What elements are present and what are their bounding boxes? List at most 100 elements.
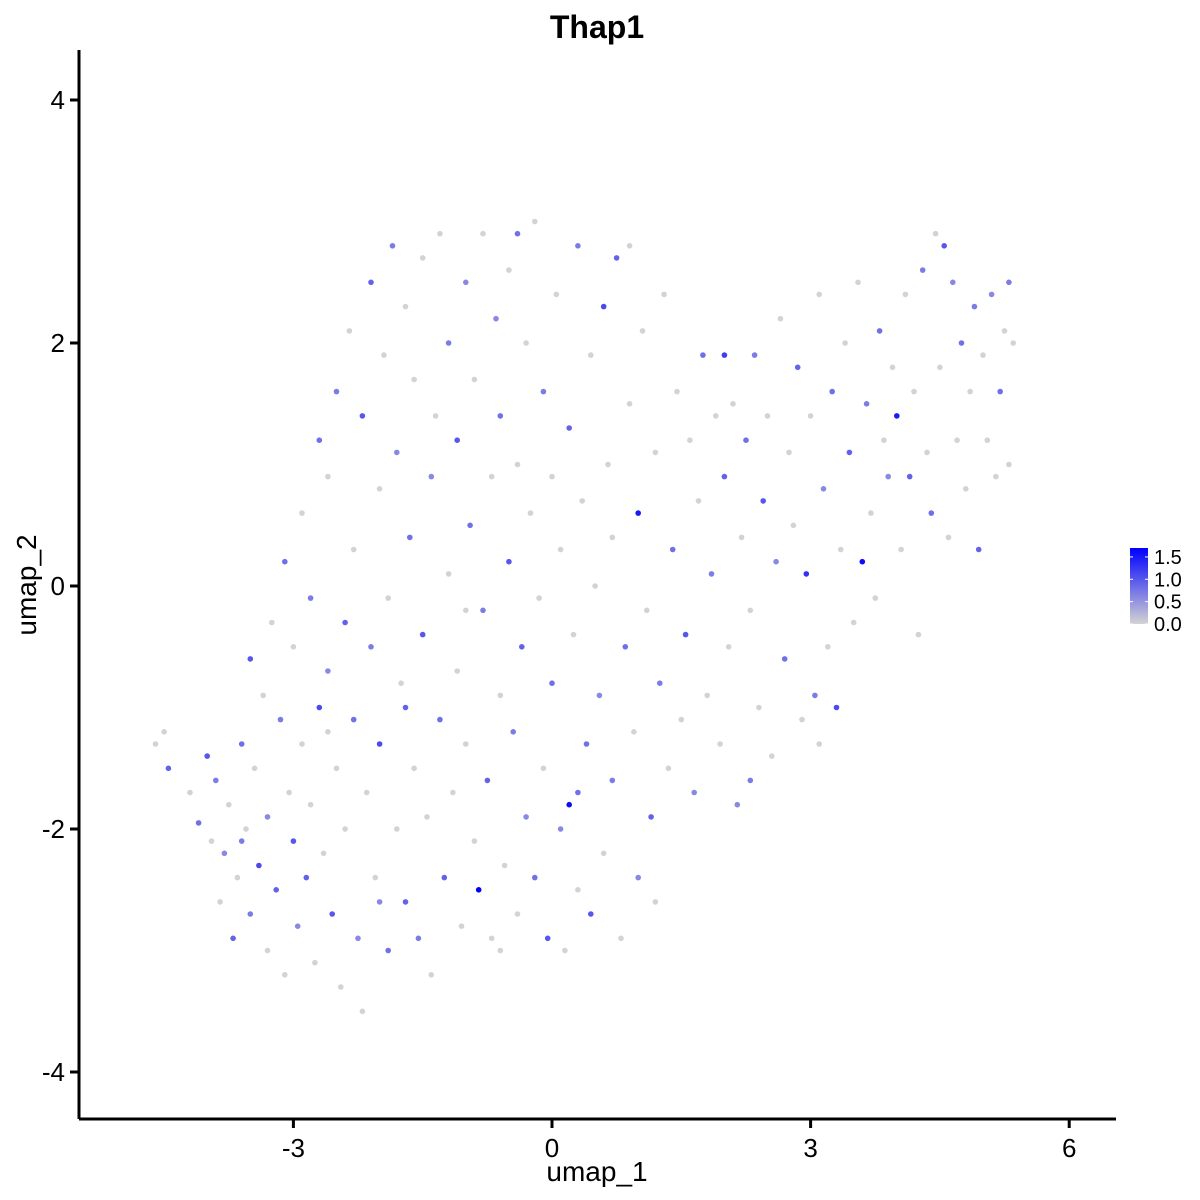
data-point xyxy=(859,558,866,565)
data-point xyxy=(773,558,779,565)
data-point xyxy=(954,437,960,444)
data-point xyxy=(325,473,331,480)
data-point xyxy=(350,546,357,553)
data-point xyxy=(234,874,241,881)
data-point xyxy=(536,595,542,601)
data-point xyxy=(307,801,314,808)
data-point xyxy=(238,838,245,844)
data-point xyxy=(764,413,771,419)
data-point xyxy=(251,765,258,772)
data-point xyxy=(204,753,210,759)
data-point xyxy=(463,741,469,747)
data-point xyxy=(269,619,275,626)
data-point xyxy=(691,789,697,796)
data-point xyxy=(527,510,534,516)
data-point xyxy=(437,716,443,723)
data-point xyxy=(450,789,456,796)
data-point xyxy=(376,741,383,747)
data-point xyxy=(342,826,348,832)
data-point xyxy=(497,413,504,419)
data-point xyxy=(588,352,594,358)
data-point xyxy=(760,498,766,504)
data-point xyxy=(437,230,443,237)
data-point xyxy=(463,279,469,286)
data-point xyxy=(394,826,400,832)
data-point xyxy=(264,947,271,954)
data-point xyxy=(657,680,663,686)
data-point xyxy=(243,826,249,832)
data-point xyxy=(842,340,848,346)
data-point xyxy=(794,364,801,371)
data-point xyxy=(303,874,310,881)
y-tick-label: -2 xyxy=(42,814,65,844)
data-point xyxy=(644,607,650,614)
data-point xyxy=(872,595,879,601)
data-point xyxy=(195,820,202,826)
data-point xyxy=(432,413,439,419)
data-point xyxy=(514,911,521,917)
data-point xyxy=(803,571,810,577)
data-point xyxy=(781,656,788,662)
data-point xyxy=(894,413,900,419)
data-point xyxy=(411,376,417,383)
data-point xyxy=(605,461,611,468)
data-point xyxy=(609,534,616,541)
data-point xyxy=(915,631,922,638)
data-point xyxy=(540,388,547,395)
data-point xyxy=(687,437,693,444)
data-point xyxy=(562,947,568,954)
data-point xyxy=(475,887,482,893)
data-point xyxy=(359,413,366,419)
data-point xyxy=(398,680,404,686)
data-point xyxy=(751,352,758,358)
colorbar-tick-label: 1.5 xyxy=(1154,547,1182,569)
data-point xyxy=(588,911,594,917)
data-point xyxy=(247,656,254,662)
data-point xyxy=(743,437,749,444)
data-point xyxy=(497,947,504,954)
data-point xyxy=(984,437,991,444)
data-point xyxy=(600,303,607,310)
data-point xyxy=(217,899,223,905)
colorbar xyxy=(1130,548,1148,624)
y-ticks: -4 -2 0 2 4 xyxy=(42,85,79,1087)
data-point xyxy=(1010,340,1016,346)
data-point xyxy=(855,279,861,286)
data-point xyxy=(299,510,305,516)
data-point xyxy=(368,644,374,650)
data-point xyxy=(906,473,913,480)
data-point xyxy=(329,911,336,917)
data-point xyxy=(497,692,504,699)
data-point xyxy=(846,449,853,456)
data-point xyxy=(674,388,680,395)
data-point xyxy=(799,716,805,723)
data-point xyxy=(488,473,495,480)
data-point xyxy=(454,668,461,674)
data-point xyxy=(682,631,689,638)
data-point xyxy=(557,546,564,553)
data-point xyxy=(152,741,159,747)
data-point xyxy=(355,935,361,942)
data-point xyxy=(678,716,685,723)
data-point xyxy=(756,704,762,711)
data-point xyxy=(626,243,633,249)
y-axis-label: umap_2 xyxy=(11,534,42,635)
data-point xyxy=(863,401,870,407)
data-point xyxy=(273,887,280,893)
data-point xyxy=(238,741,245,747)
data-point xyxy=(932,230,939,237)
data-point xyxy=(566,425,572,431)
data-point xyxy=(363,789,370,796)
data-point xyxy=(506,558,512,565)
y-tick-label: 4 xyxy=(51,85,65,115)
data-point xyxy=(359,1008,366,1015)
data-point xyxy=(161,729,167,735)
data-point xyxy=(389,243,396,249)
data-point xyxy=(963,486,969,492)
data-point xyxy=(579,498,585,504)
data-point xyxy=(747,607,754,614)
data-point xyxy=(635,874,641,881)
data-point xyxy=(958,340,965,346)
data-point xyxy=(950,279,956,286)
data-point xyxy=(971,303,978,310)
